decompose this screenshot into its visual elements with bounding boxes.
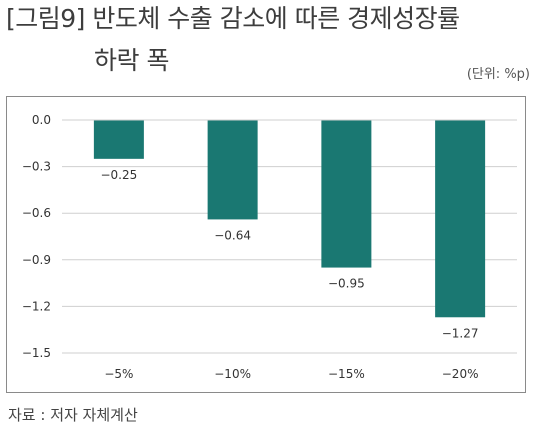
- data-label: −1.27: [442, 326, 479, 340]
- data-label: −0.25: [100, 168, 137, 182]
- y-tick-label: −0.3: [22, 160, 51, 174]
- unit-label: (단위: %p): [466, 67, 530, 82]
- bar: [435, 120, 486, 318]
- data-label: −0.95: [328, 277, 365, 291]
- x-tick-label: −15%: [328, 367, 365, 381]
- bar: [207, 120, 258, 220]
- y-tick-label: −1.2: [22, 299, 51, 313]
- x-tick-label: −20%: [442, 367, 479, 381]
- data-label: −0.64: [214, 228, 251, 242]
- x-tick-label: −5%: [104, 367, 133, 381]
- bar-chart: 0.0 −0.3 −0.6 −0.9 −1.2 −1.5 −0.25 −5% −0.64 −10%…: [22, 113, 517, 381]
- chart-title: [그림9] 반도체 수출 감소에 따른 경제성장률 하락 폭: [6, 4, 536, 76]
- y-tick-label: −0.6: [22, 206, 51, 220]
- chart-title-line2: 하락 폭: [94, 46, 169, 75]
- bar: [93, 120, 144, 159]
- y-tick-label: 0.0: [32, 113, 51, 127]
- y-tick-label: −1.5: [22, 346, 51, 360]
- x-tick-label: −10%: [214, 367, 251, 381]
- chart-title-line1: [그림9] 반도체 수출 감소에 따른 경제성장률: [6, 4, 460, 33]
- y-tick-label: −0.9: [22, 253, 51, 267]
- bar: [321, 120, 372, 268]
- chart-frame: 0.0 −0.3 −0.6 −0.9 −1.2 −1.5 −0.25 −5% −0.64 −10%…: [6, 96, 526, 393]
- source-note: 자료 : 저자 자체계산: [8, 406, 138, 424]
